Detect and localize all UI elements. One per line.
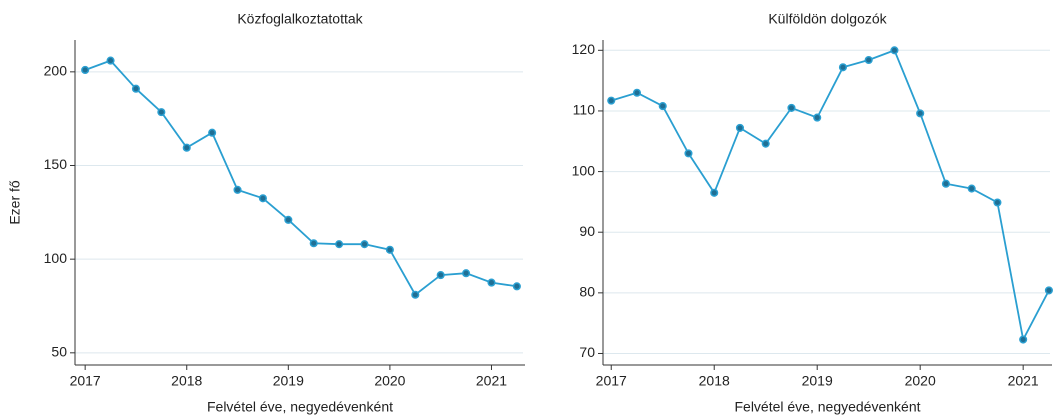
marker (309, 239, 318, 248)
marker (684, 149, 693, 158)
x-tick-label: 2018 (699, 373, 730, 389)
marker (258, 194, 267, 203)
x-axis-label: Felvétel éve, negyedévenként (734, 399, 920, 415)
marker (487, 278, 496, 287)
marker (182, 143, 191, 152)
marker (233, 185, 242, 194)
marker (106, 56, 115, 65)
x-tick-label: 2020 (905, 373, 936, 389)
chart-title: Külföldön dolgozók (768, 11, 887, 27)
x-tick-label: 2019 (802, 373, 833, 389)
marker (967, 184, 976, 193)
marker (838, 63, 847, 72)
marker (607, 96, 616, 105)
marker (385, 245, 394, 254)
marker (993, 198, 1002, 207)
marker (335, 240, 344, 249)
marker (1044, 286, 1053, 295)
y-tick-label: 70 (579, 344, 595, 360)
x-tick-label: 2021 (1008, 373, 1039, 389)
x-axis-label: Felvétel éve, negyedévenként (207, 399, 393, 415)
marker (941, 179, 950, 188)
marker (208, 128, 217, 137)
marker (436, 271, 445, 280)
marker (81, 65, 90, 75)
marker (512, 282, 521, 291)
marker (1019, 335, 1028, 344)
y-tick-label: 90 (579, 223, 595, 239)
x-tick-label: 2021 (476, 373, 507, 389)
y-tick-label: 150 (44, 156, 68, 172)
marker (632, 88, 642, 97)
marker (787, 103, 796, 112)
y-tick-label: 100 (44, 250, 68, 266)
x-tick-label: 2017 (596, 373, 627, 389)
line (84, 59, 518, 297)
marker (813, 113, 822, 122)
x-tick-label: 2019 (273, 373, 304, 389)
marker (658, 102, 667, 111)
marker (131, 84, 140, 93)
chart-title: Közfoglalkoztatottak (237, 11, 363, 27)
marker (864, 55, 873, 65)
marker (735, 123, 745, 132)
marker (916, 109, 925, 118)
marker (462, 269, 471, 278)
y-tick-label: 80 (579, 284, 595, 300)
marker (157, 108, 166, 117)
line (610, 49, 1050, 343)
y-tick-label: 200 (44, 63, 68, 79)
x-tick-label: 2020 (374, 373, 405, 389)
marker (360, 240, 369, 249)
x-tick-label: 2018 (171, 373, 202, 389)
marker (284, 215, 293, 224)
y-tick-label: 120 (572, 41, 596, 57)
y-tick-label: 110 (573, 102, 596, 118)
marker (890, 46, 899, 55)
y-tick-label: 50 (51, 344, 67, 360)
marker (710, 188, 719, 197)
y-axis-label: Ezer fő (7, 180, 23, 225)
x-tick-label: 2017 (70, 373, 101, 389)
y-tick-label: 100 (572, 162, 596, 178)
marker (761, 139, 770, 148)
marker (411, 290, 420, 299)
